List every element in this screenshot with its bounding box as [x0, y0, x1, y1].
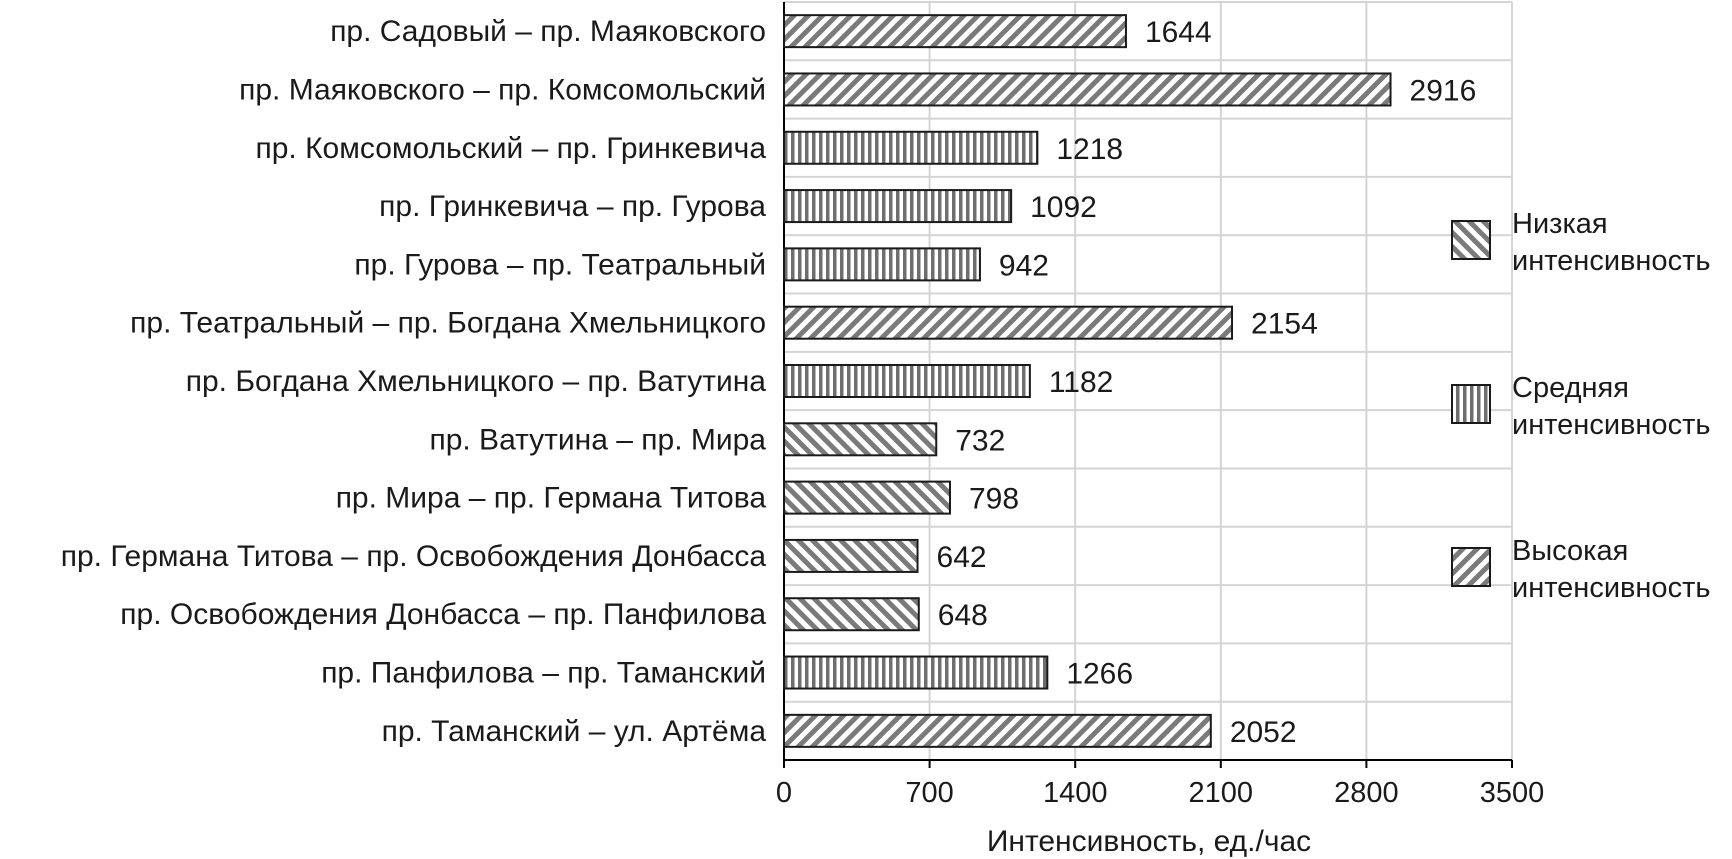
bar-value-label: 1182 [1049, 366, 1114, 399]
x-tick-label: 3500 [1480, 777, 1545, 809]
legend-swatch-low [1451, 220, 1491, 260]
bar-medium-intensity [783, 247, 981, 282]
category-labels: пр. Садовый – пр. Маяковского пр. Маяковс… [61, 15, 767, 748]
category-label: пр. Богдана Хмельницкого – пр. Ватутина [186, 365, 767, 398]
legend-swatch-medium [1451, 384, 1491, 424]
category-label: пр. Комсомольский – пр. Гринкевича [255, 132, 766, 165]
bars [783, 14, 1392, 748]
category-label: пр. Театральный – пр. Богдана Хмельницко… [130, 307, 766, 340]
bar-medium-intensity [783, 364, 1031, 398]
category-label: пр. Освобождения Донбасса – пр. Панфилов… [120, 598, 766, 631]
category-label: пр. Германа Титова – пр. Освобождения До… [61, 540, 767, 573]
category-label: пр. Ватутина – пр. Мира [429, 423, 766, 456]
legend-label-medium: интенсивность [1512, 409, 1710, 441]
bar-value-label: 942 [999, 249, 1049, 282]
category-label: пр. Гринкевича – пр. Гурова [379, 190, 766, 223]
category-label: пр. Панфилова – пр. Таманский [321, 657, 766, 690]
category-label: пр. Гурова – пр. Театральный [354, 248, 766, 281]
bar-medium-intensity [783, 189, 1013, 224]
bar-high-intensity [783, 305, 1234, 340]
category-label: пр. Садовый – пр. Маяковского [330, 15, 766, 48]
bar-value-label: 1266 [1066, 658, 1133, 691]
x-tick-label: 0 [776, 777, 792, 809]
bar-medium-intensity [783, 130, 1039, 165]
value-labels: 1644 2916 1218 1092 942 2154 1182 732 798 642 648 1… [937, 16, 1477, 749]
category-label: пр. Мира – пр. Германа Титова [336, 482, 767, 515]
x-axis-title: Интенсивность, ед./час [987, 825, 1311, 858]
bar-low-intensity [783, 597, 920, 632]
bar-value-label: 1218 [1056, 133, 1123, 166]
bar-medium-intensity [783, 655, 1049, 690]
bar-value-label: 2916 [1410, 74, 1477, 107]
bar-value-label: 1644 [1145, 16, 1212, 49]
legend-label-high: Высокая [1512, 535, 1628, 567]
legend-swatch-high [1451, 547, 1491, 587]
bar-value-label: 732 [955, 424, 1005, 457]
category-label: пр. Маяковского – пр. Комсомольский [239, 73, 766, 106]
bar-high-intensity [783, 72, 1392, 107]
bar-low-intensity [783, 422, 938, 457]
legend-label-low: интенсивность [1512, 245, 1710, 277]
bar-value-label: 2154 [1251, 308, 1318, 341]
x-tick-label: 2100 [1189, 777, 1254, 809]
bar-value-label: 648 [938, 599, 988, 632]
bar-high-intensity [783, 14, 1127, 49]
x-tick-label: 700 [905, 777, 953, 809]
category-label: пр. Таманский – ул. Артёма [382, 715, 767, 748]
gridlines [783, 1, 1513, 761]
x-tick-label: 1400 [1043, 777, 1108, 809]
legend-label-high: интенсивность [1512, 572, 1710, 604]
legend-label-low: Низкая [1512, 208, 1608, 240]
bar-high-intensity [783, 713, 1212, 748]
bar-value-label: 2052 [1230, 716, 1297, 749]
x-tick-labels: 0 700 1400 2100 2800 3500 [776, 777, 1544, 809]
bar-low-intensity [783, 538, 919, 573]
bar-value-label: 642 [937, 541, 987, 574]
bar-value-label: 798 [969, 483, 1019, 516]
x-tick-label: 2800 [1334, 777, 1399, 809]
bar-low-intensity [783, 480, 951, 515]
legend-label-medium: Средняя [1512, 372, 1629, 404]
bar-value-label: 1092 [1030, 191, 1097, 224]
legend: Низкая интенсивность Средняя интенсивность В… [1451, 208, 1710, 604]
